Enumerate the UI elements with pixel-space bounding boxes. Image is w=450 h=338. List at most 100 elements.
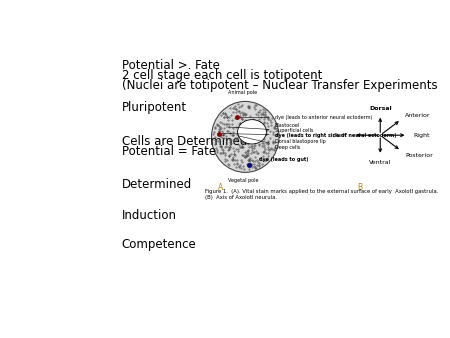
Point [243, 132, 250, 137]
Point [234, 108, 241, 114]
Point [239, 128, 246, 134]
Point [236, 163, 243, 168]
Point [233, 136, 240, 141]
Text: Animal pole: Animal pole [229, 90, 257, 95]
Point [243, 127, 250, 132]
Point [254, 125, 261, 131]
Point [216, 123, 223, 129]
Point [243, 138, 251, 144]
Point [243, 112, 250, 117]
Point [248, 143, 255, 148]
Point [226, 144, 234, 150]
Point [251, 161, 258, 166]
Point [243, 153, 251, 159]
Point [242, 154, 249, 159]
Point [247, 129, 254, 135]
Point [216, 124, 224, 129]
Point [263, 141, 270, 146]
Point [213, 147, 220, 153]
Point [218, 144, 225, 149]
Point [238, 116, 245, 121]
Point [257, 107, 264, 113]
Point [237, 121, 244, 126]
Point [224, 114, 231, 120]
Point [254, 120, 261, 125]
Point [227, 143, 234, 148]
Point [252, 127, 260, 133]
Point [270, 131, 277, 136]
Point [249, 118, 256, 124]
Point [252, 166, 260, 171]
Point [248, 162, 255, 167]
Ellipse shape [212, 101, 279, 172]
Point [243, 122, 250, 127]
Text: Figure 1.  (A). Vital stain marks applied to the external surface of early  Axol: Figure 1. (A). Vital stain marks applied… [205, 189, 438, 200]
Point [214, 139, 221, 144]
Point [216, 128, 223, 134]
Point [244, 148, 252, 153]
Point [259, 149, 266, 155]
Point [245, 104, 252, 110]
Text: Left: Left [336, 133, 347, 138]
Point [252, 137, 259, 143]
Point [225, 153, 233, 159]
Point [225, 115, 233, 120]
Point [247, 128, 254, 134]
Point [260, 106, 267, 112]
Point [266, 146, 274, 151]
Point [238, 160, 245, 165]
Point [224, 114, 231, 120]
Point [229, 105, 236, 110]
Point [244, 148, 252, 154]
Point [230, 132, 237, 138]
Point [264, 116, 271, 121]
Point [260, 121, 267, 126]
Point [255, 160, 262, 165]
Point [249, 125, 256, 131]
Point [250, 143, 257, 148]
Point [238, 102, 246, 107]
Point [224, 117, 231, 122]
Point [220, 125, 228, 130]
Point [260, 144, 267, 149]
Point [248, 139, 255, 144]
Point [251, 141, 258, 146]
Point [217, 125, 225, 130]
Point [259, 161, 266, 166]
Point [263, 120, 270, 126]
Point [233, 160, 240, 165]
Point [250, 150, 257, 155]
Point [261, 157, 269, 163]
Point [231, 149, 238, 154]
Point [224, 148, 231, 153]
Text: Superficial cells: Superficial cells [226, 127, 313, 133]
Point [241, 111, 248, 116]
Point [221, 112, 229, 117]
Point [219, 147, 226, 153]
Point [226, 153, 233, 158]
Point [234, 134, 242, 139]
Point [258, 112, 265, 117]
Point [245, 103, 252, 109]
Point [264, 140, 271, 145]
Text: Dorsal blastopore lip: Dorsal blastopore lip [274, 139, 325, 144]
Point [211, 124, 218, 129]
Point [266, 128, 274, 133]
Point [248, 146, 255, 151]
Point [226, 137, 234, 142]
Point [216, 150, 223, 155]
Point [216, 119, 224, 125]
Text: Anterior: Anterior [405, 113, 430, 118]
Point [262, 131, 270, 137]
Point [218, 133, 225, 138]
Point [244, 142, 252, 147]
Point [231, 153, 239, 158]
Point [244, 135, 251, 140]
Point [248, 164, 256, 170]
Point [211, 134, 218, 140]
Point [215, 127, 222, 132]
Point [212, 137, 220, 143]
Point [249, 128, 256, 134]
Point [260, 153, 267, 159]
Point [269, 140, 276, 146]
